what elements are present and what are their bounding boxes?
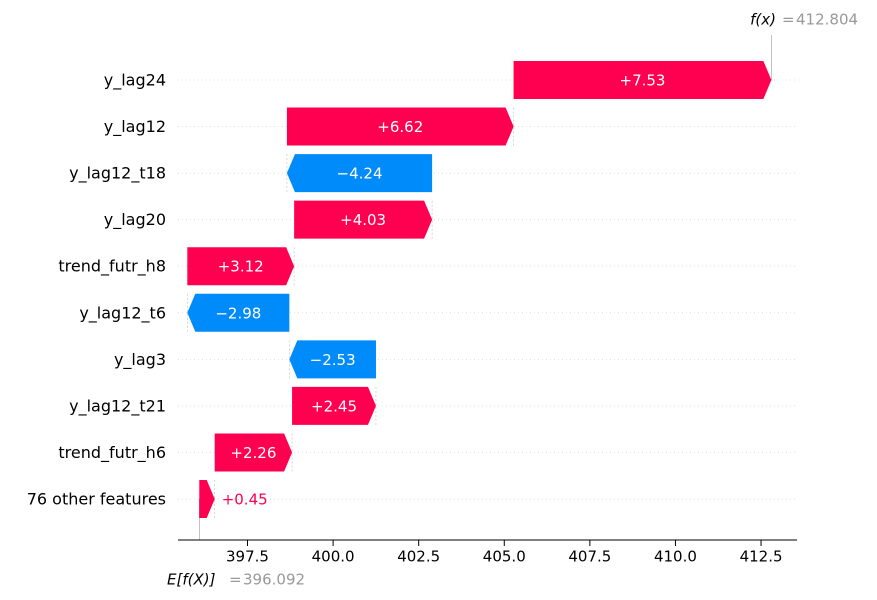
x-tick-label: 402.5 — [397, 548, 440, 566]
base-value: 396.092 — [243, 571, 305, 589]
bar — [214, 433, 293, 472]
value-label: +7.53 — [620, 72, 666, 90]
bar — [286, 154, 433, 193]
value-label: +4.03 — [340, 211, 386, 229]
category-label: y_lag12 — [104, 117, 166, 137]
x-tick-label: 405.0 — [483, 548, 526, 566]
value-label: −2.98 — [215, 304, 261, 322]
category-label: y_lag24 — [104, 71, 166, 91]
category-label: trend_futr_h6 — [58, 443, 166, 463]
base-label: E[f(X)] — [167, 571, 216, 589]
value-label: −2.53 — [310, 351, 356, 369]
category-label: trend_futr_h8 — [58, 257, 166, 277]
value-label: +2.26 — [230, 444, 276, 462]
bar — [513, 61, 772, 99]
x-tick-label: 400.0 — [312, 548, 355, 566]
output-label: f(x) — [750, 11, 776, 29]
bar — [294, 200, 433, 239]
category-label: y_lag12_t21 — [69, 396, 166, 416]
bar — [187, 293, 290, 332]
x-tick-label: 407.5 — [568, 548, 611, 566]
category-label: y_lag3 — [114, 350, 166, 370]
equals-sign: = — [229, 571, 242, 589]
x-tick-label: 397.5 — [226, 548, 269, 566]
category-label: y_lag20 — [104, 210, 166, 230]
category-label: y_lag12_t6 — [79, 303, 166, 323]
bar — [199, 480, 215, 519]
category-label: 76 other features — [27, 490, 166, 509]
value-label: +3.12 — [218, 258, 264, 276]
x-tick-label: 410.0 — [654, 548, 697, 566]
value-label: −4.24 — [337, 165, 383, 183]
equals-sign: = — [782, 11, 795, 29]
value-label: +6.62 — [377, 118, 423, 136]
x-tick-label: 412.5 — [740, 548, 783, 566]
bar — [289, 340, 376, 379]
value-label: +2.45 — [311, 397, 357, 415]
value-label: +0.45 — [222, 491, 268, 509]
bar — [286, 107, 514, 146]
bar — [292, 386, 376, 425]
bar — [187, 247, 295, 286]
category-label: y_lag12_t18 — [69, 164, 166, 184]
output-value: 412.804 — [796, 11, 858, 29]
